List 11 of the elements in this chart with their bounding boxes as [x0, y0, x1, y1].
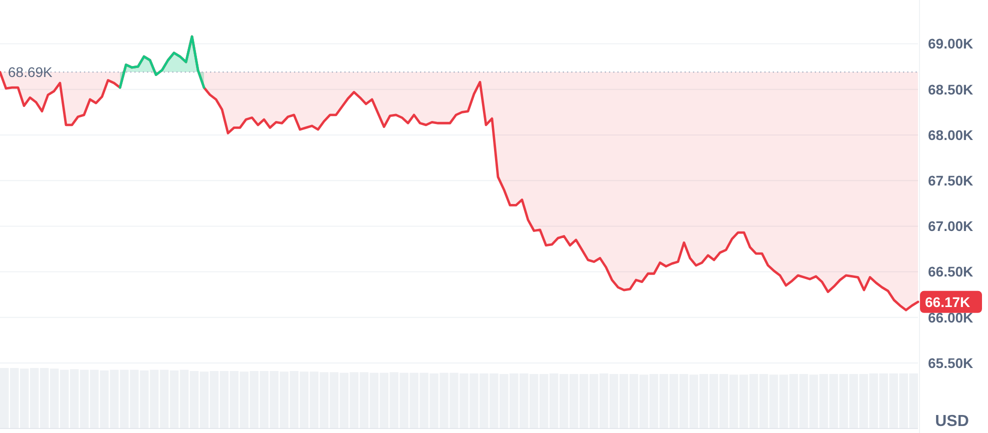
y-tick-label: 67.50K — [928, 172, 974, 188]
y-tick-label: 68.00K — [928, 126, 974, 143]
y-tick-label: 69.00K — [928, 36, 974, 52]
y-tick-label: 66.00K — [928, 309, 974, 326]
y-tick-label: 66.50K — [928, 264, 974, 280]
y-tick-label: 65.50K — [928, 354, 974, 371]
y-axis-title: USD — [935, 413, 969, 430]
ref-line-label: 68.69K — [8, 64, 54, 80]
y-tick-label: 67.00K — [928, 218, 974, 234]
data-label: 66.17K — [925, 294, 970, 310]
y-tick-label: 68.50K — [928, 81, 974, 98]
